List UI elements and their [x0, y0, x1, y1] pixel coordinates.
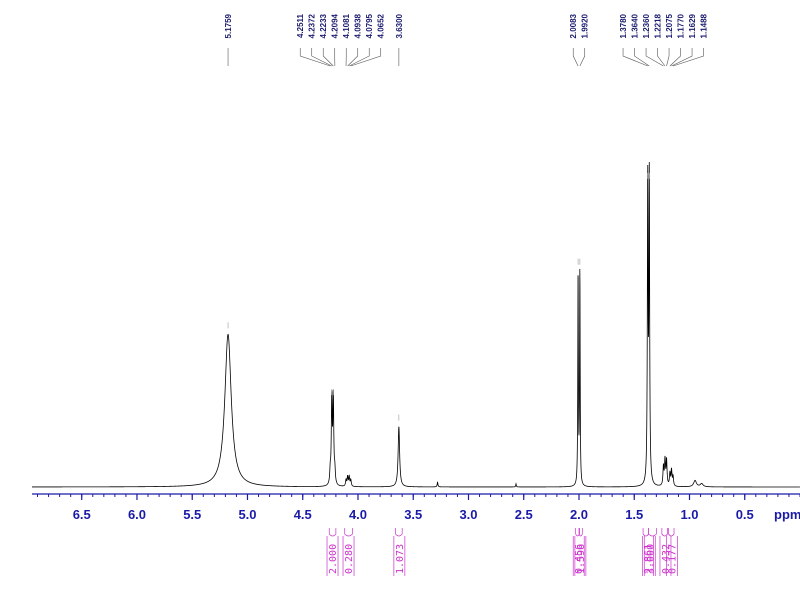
peak-label: 4.2511	[296, 13, 305, 38]
peak-label-leader	[657, 48, 666, 67]
x-axis-tick-label: 4.5	[294, 507, 312, 522]
peak-label: 4.0652	[377, 13, 386, 38]
spectrum-trace	[32, 161, 800, 488]
x-axis-tick-label: 4.0	[349, 507, 367, 522]
peak-label-leader	[322, 48, 334, 67]
peak-label: 4.2233	[319, 13, 328, 38]
integral-bracket	[578, 528, 583, 537]
peak-label: 4.0938	[354, 13, 363, 38]
peak-label-leader	[666, 48, 670, 67]
x-axis-tick-label: 2.0	[570, 507, 588, 522]
integral-bracket	[648, 528, 657, 537]
integral-bracket	[575, 528, 580, 537]
x-axis-tick-label: 5.0	[238, 507, 256, 522]
x-axis-tick-label: 0.5	[736, 507, 754, 522]
x-axis-tick-label: 3.5	[404, 507, 422, 522]
peak-label: 4.2094	[331, 13, 340, 38]
peak-label-leader	[645, 48, 664, 67]
integral-bracket	[328, 528, 337, 537]
peak-label-leader	[299, 48, 331, 67]
integral-value-label: 3.000	[645, 544, 656, 574]
x-axis-tick-label: 5.5	[183, 507, 201, 522]
peak-label: 4.1081	[342, 13, 351, 38]
integral-value-label: 1.596	[576, 544, 587, 574]
x-axis-tick-label: 6.5	[73, 507, 91, 522]
integral-bracket	[642, 528, 649, 537]
integral-value-label: 1.073	[395, 544, 406, 574]
peak-labels-group: 5.1759 4.2511 4.2372 4.2233 4.2094 4.1081 4.09…	[224, 13, 709, 67]
x-axis-tick-label: 2.5	[515, 507, 533, 522]
peak-label-leader	[311, 48, 332, 67]
integral-bracket	[344, 528, 353, 537]
peak-label: 1.9920	[581, 13, 590, 38]
peak-label-leader	[669, 48, 681, 67]
peak-label: 1.3640	[631, 13, 640, 38]
integral-bracket	[668, 528, 675, 537]
peak-label-leader	[349, 48, 370, 67]
peak-label: 1.2360	[642, 13, 651, 38]
peak-label-leader	[572, 48, 579, 67]
peak-label-leader	[622, 48, 648, 67]
integral-value-label: 0.456	[574, 544, 585, 574]
peak-label-leader	[671, 48, 693, 67]
integral-value-label: 0.280	[344, 544, 355, 574]
peak-label: 4.0795	[365, 13, 374, 38]
peak-label-leader	[672, 48, 704, 67]
peak-label: 1.1629	[688, 13, 697, 38]
integral-bracket	[395, 528, 403, 537]
spectrum-layer	[32, 161, 800, 488]
peak-label: 1.3780	[619, 13, 628, 38]
x-axis-tick-label: 6.0	[128, 507, 146, 522]
integral-value-label: 0.177	[667, 544, 678, 574]
peak-label-leader	[347, 48, 359, 67]
peak-label: 1.2218	[654, 13, 663, 38]
integral-value-label: 2.861	[644, 544, 655, 574]
peak-label: 2.0083	[569, 13, 578, 38]
x-axis: 6.5 6.0 5.5 5.0 4.5 4.0 3.5 3.0 2.5 2.0 1.5 1.0 0.5	[32, 493, 800, 522]
integral-bracket	[661, 528, 668, 537]
peak-label: 1.1488	[700, 13, 709, 38]
peak-label-leader	[579, 48, 586, 67]
x-axis-tick-label: 1.0	[680, 507, 698, 522]
peak-label-leader	[350, 48, 382, 67]
peak-label: 4.2372	[308, 13, 317, 38]
integral-value-label: 2.000	[328, 544, 339, 574]
x-axis-unit-label: ppm	[774, 507, 800, 522]
x-axis-tick-label: 1.5	[625, 507, 643, 522]
peak-label: 1.2075	[665, 13, 674, 38]
x-axis-tick-label: 3.0	[459, 507, 477, 522]
peak-label: 1.1770	[677, 13, 686, 38]
peak-label: 5.1759	[224, 13, 233, 38]
peak-label-leader	[634, 48, 650, 67]
peak-label: 3.6300	[395, 13, 404, 38]
